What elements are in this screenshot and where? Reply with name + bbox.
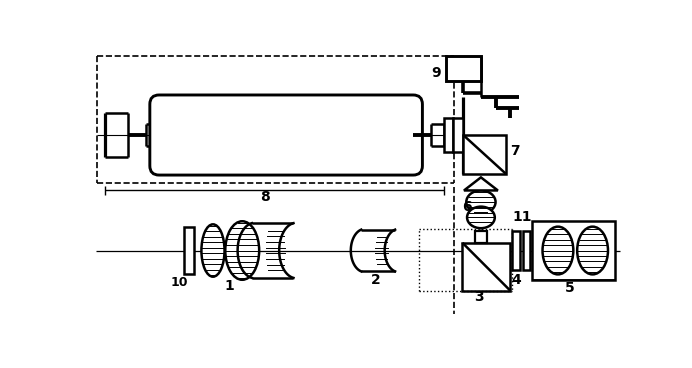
Ellipse shape <box>543 227 574 275</box>
Bar <box>531 221 615 280</box>
Bar <box>475 230 487 243</box>
Bar <box>462 243 510 291</box>
Text: 11: 11 <box>513 209 532 224</box>
Bar <box>444 118 453 152</box>
Bar <box>453 118 463 152</box>
Ellipse shape <box>577 227 608 275</box>
Text: 3: 3 <box>475 290 484 304</box>
Ellipse shape <box>201 224 224 277</box>
Polygon shape <box>464 177 498 191</box>
Ellipse shape <box>466 191 495 213</box>
Text: 6: 6 <box>462 199 471 213</box>
Text: 2: 2 <box>372 273 381 287</box>
Text: 10: 10 <box>170 276 188 289</box>
Bar <box>185 227 194 274</box>
Text: 9: 9 <box>432 66 441 79</box>
Bar <box>446 56 481 81</box>
Text: 8: 8 <box>260 190 270 204</box>
FancyBboxPatch shape <box>150 95 422 175</box>
Text: 7: 7 <box>510 144 520 158</box>
Text: 4: 4 <box>511 273 521 287</box>
Bar <box>463 135 506 174</box>
Text: 5: 5 <box>565 281 574 295</box>
Bar <box>513 231 520 270</box>
Ellipse shape <box>226 221 260 280</box>
Text: 1: 1 <box>224 279 234 293</box>
Ellipse shape <box>467 206 495 228</box>
Bar <box>522 231 530 270</box>
